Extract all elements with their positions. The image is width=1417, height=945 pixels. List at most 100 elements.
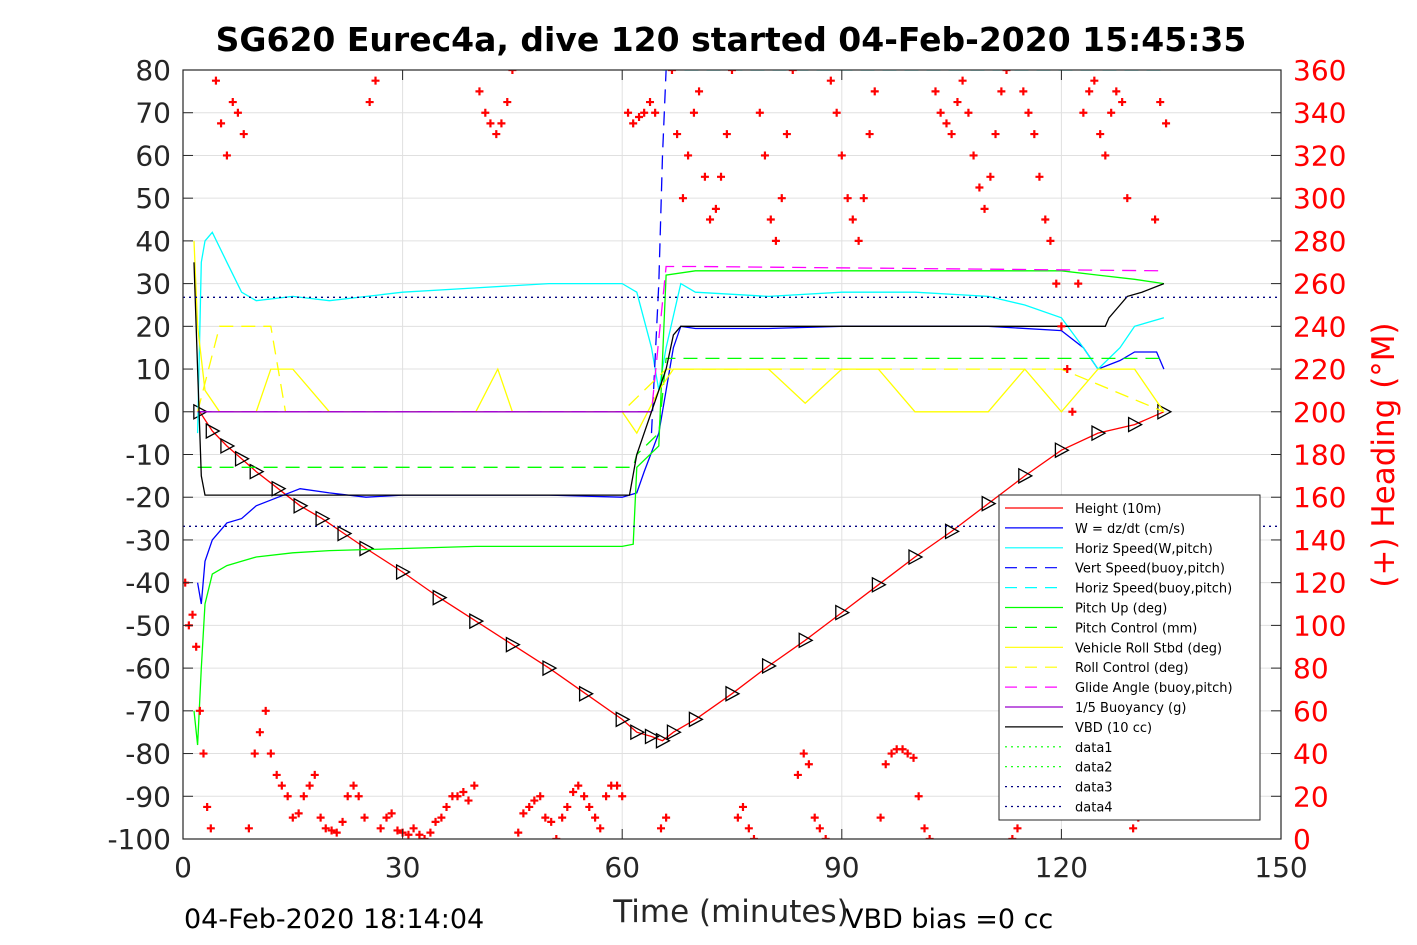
heading-point [920, 824, 929, 833]
heading-point [442, 802, 451, 811]
heading-point [415, 830, 424, 839]
height-marker [505, 636, 521, 653]
heading-point [728, 70, 736, 74]
height-marker [1054, 442, 1070, 459]
heading-point [1002, 70, 1011, 74]
heading-point [760, 151, 769, 160]
heading-point [958, 76, 967, 85]
heading-point [1090, 76, 1099, 85]
heading-point [519, 809, 528, 818]
legend-entry-data1: data1 [1075, 741, 1113, 756]
height-marker [761, 657, 777, 675]
series-layer [183, 70, 1281, 839]
heading-point [843, 194, 852, 203]
heading-point [986, 172, 995, 181]
heading-point [711, 204, 720, 213]
heading-point [255, 728, 264, 737]
heading-point [1112, 87, 1121, 96]
heading-point [1085, 87, 1094, 96]
y2-tick-label: 300 [1293, 182, 1346, 215]
heading-point [980, 204, 989, 213]
height-marker [1018, 467, 1034, 484]
legend-entry-vehicle-roll-stbd-deg: Vehicle Roll Stbd (deg) [1075, 641, 1222, 656]
heading-point [1035, 172, 1044, 181]
height-marker [666, 724, 682, 741]
heading-point [1079, 108, 1088, 117]
height-marker [835, 604, 851, 621]
legend-entry-roll-control-deg: Roll Control (deg) [1075, 661, 1189, 676]
heading-point [651, 108, 660, 117]
heading-point [596, 824, 605, 833]
height-marker [271, 480, 287, 497]
height-marker [871, 576, 887, 593]
heading-point [541, 813, 550, 822]
heading-point [788, 70, 797, 74]
heading-point [700, 172, 709, 181]
y2-tick-label: 180 [1293, 439, 1346, 472]
heading-point [717, 172, 726, 181]
y2-tick-label: 80 [1293, 652, 1329, 685]
y-tick-label: 30 [135, 268, 171, 301]
heading-point [964, 108, 973, 117]
x-tick-label: 120 [1035, 851, 1088, 884]
y-tick-label: -50 [125, 609, 171, 642]
heading-point [376, 824, 385, 833]
heading-point [722, 130, 731, 139]
heading-point [591, 813, 600, 822]
heading-point [777, 194, 786, 203]
height-marker [644, 728, 660, 745]
heading-point [1107, 108, 1116, 117]
y-tick-label: 80 [135, 54, 171, 87]
heading-point [646, 98, 655, 107]
heading-point [766, 215, 775, 224]
heading-point [1096, 130, 1105, 139]
y2-tick-label: 200 [1293, 396, 1346, 429]
heading-point [837, 151, 846, 160]
y-tick-label: 50 [135, 182, 171, 215]
height-marker [193, 403, 209, 420]
heading-point [624, 108, 633, 117]
x-axis-label: Time (minutes) [612, 894, 848, 930]
heading-point [283, 792, 292, 801]
heading-point [393, 826, 402, 835]
heading-point [453, 792, 462, 801]
heading-point [749, 835, 758, 839]
x-axis: 0 30 60 90 120 150 [174, 70, 1308, 884]
heading-point [420, 835, 429, 839]
heading-point [969, 151, 978, 160]
heading-point [1030, 130, 1039, 139]
heading-point [975, 183, 984, 192]
height-marker [615, 711, 631, 728]
y-tick-label: 60 [135, 139, 171, 172]
legend-entry-height-10m: Height (10m) [1075, 502, 1161, 517]
heading-point [272, 770, 281, 779]
heading-point [865, 130, 874, 139]
heading-point [497, 119, 506, 128]
heading-point [991, 130, 1000, 139]
y2-tick-label: 340 [1293, 97, 1346, 130]
heading-point [887, 749, 896, 758]
y-tick-label: -10 [125, 439, 171, 472]
x-tick-label: 90 [824, 851, 860, 884]
heading-point [859, 194, 868, 203]
heading-point [848, 215, 857, 224]
y2-tick-label: 120 [1293, 567, 1346, 600]
y-tick-label: -80 [125, 738, 171, 771]
heading-point [486, 119, 495, 128]
heading-point [552, 835, 561, 839]
heading-point [459, 788, 468, 797]
legend-entry-glide-angle-buoy-pitch: Glide Angle (buoy,pitch) [1075, 681, 1233, 696]
heading-point [1151, 215, 1160, 224]
heading-point [206, 824, 215, 833]
y-axis-right: 3603403203002802602402202001801601401201… [1271, 54, 1346, 856]
y2-tick-label: 240 [1293, 310, 1346, 343]
x-tick-label: 60 [604, 851, 640, 884]
vbd-bias-footer: VBD bias =0 cc [845, 904, 1053, 935]
heading-point [343, 792, 352, 801]
heading-point [618, 792, 627, 801]
y-tick-label: -40 [125, 567, 171, 600]
heading-point [371, 76, 380, 85]
heading-point [804, 760, 813, 769]
heading-point [1123, 194, 1132, 203]
legend-entry-vbd-10-cc: VBD (10 cc) [1075, 721, 1152, 736]
